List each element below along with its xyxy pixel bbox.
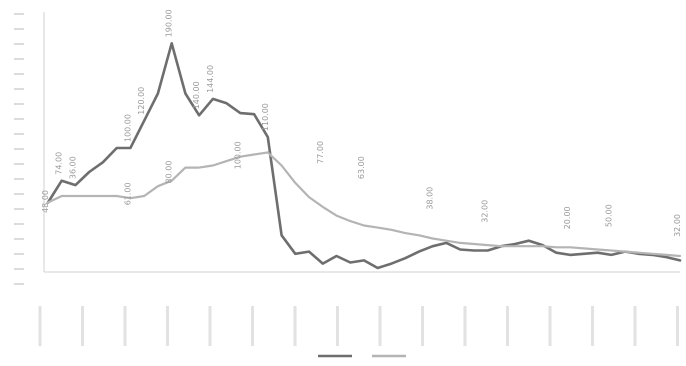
data-label: 144.00: [206, 65, 215, 93]
data-label: 32.00: [481, 200, 490, 223]
data-label: 48.00: [41, 190, 50, 213]
data-label: 100.00: [233, 141, 242, 169]
series-lines: [46, 42, 682, 270]
data-labels: 74.00 36.00 100.00 120.00 190.00 140.00 144.00…: [41, 9, 682, 237]
axes: [14, 12, 680, 346]
data-label: 74.00: [55, 152, 64, 175]
data-label: 38.00: [426, 187, 435, 210]
series-line-2: [46, 151, 682, 258]
data-label: 77.00: [316, 141, 325, 164]
data-label: 36.00: [68, 156, 77, 179]
data-label: 20.00: [563, 206, 572, 229]
data-label: 32.00: [673, 214, 682, 237]
data-label: 61.00: [123, 182, 132, 205]
data-label: 50.00: [604, 204, 613, 227]
series-line-1: [46, 42, 682, 270]
data-label: 100.00: [123, 114, 132, 142]
data-label: 190.00: [165, 9, 174, 37]
data-label: 80.00: [165, 161, 174, 184]
data-label: 63.00: [357, 156, 366, 179]
data-label: 120.00: [137, 87, 146, 115]
data-label: 110.00: [261, 103, 270, 131]
data-label: 140.00: [192, 81, 201, 109]
